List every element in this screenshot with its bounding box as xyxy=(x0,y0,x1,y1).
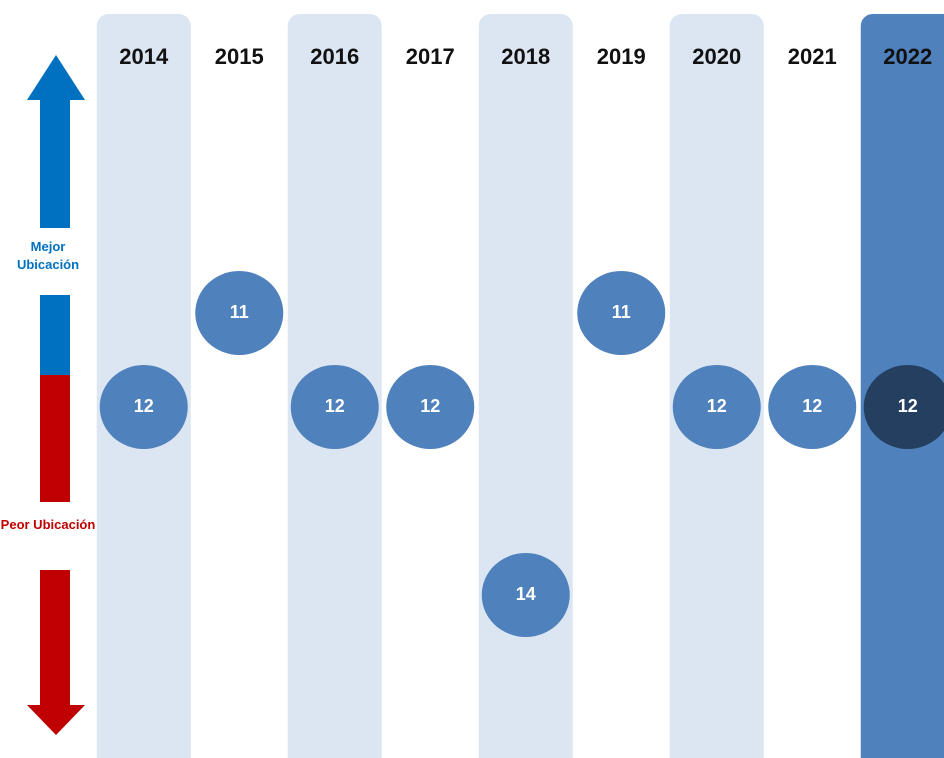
x-tick-label: 2021 xyxy=(788,44,837,69)
rank-label: 12 xyxy=(420,396,440,416)
x-tick-label: 2017 xyxy=(406,44,455,69)
better-label: Mejor Ubicación xyxy=(0,238,96,274)
rank-label: 12 xyxy=(325,396,345,416)
rank-dot xyxy=(195,271,284,355)
rank-label: 11 xyxy=(230,302,249,322)
rank-dot xyxy=(768,365,857,449)
x-tick-label: 2015 xyxy=(215,44,264,69)
rank-label: 12 xyxy=(802,396,822,416)
better-bar xyxy=(40,295,70,375)
x-tick-label: 2018 xyxy=(501,44,550,69)
rank-label: 14 xyxy=(516,584,536,604)
rank-dot xyxy=(577,271,666,355)
x-tick-label: 2020 xyxy=(692,44,741,69)
rank-dot xyxy=(290,365,379,449)
x-tick-label: 2019 xyxy=(597,44,646,69)
rank-dot xyxy=(481,553,570,637)
rank-dot xyxy=(672,365,761,449)
rank-label: 12 xyxy=(134,396,154,416)
rank-dot xyxy=(863,365,944,449)
worse-bar xyxy=(40,375,70,502)
rank-label: 11 xyxy=(612,302,631,322)
rank-dot xyxy=(99,365,188,449)
rank-label: 12 xyxy=(898,396,918,416)
rank-dot xyxy=(386,365,475,449)
worse-arrow xyxy=(27,570,85,735)
better-arrow xyxy=(27,55,85,228)
rank-label: 12 xyxy=(707,396,727,416)
x-tick-label: 2014 xyxy=(119,44,169,69)
band xyxy=(478,14,573,758)
worse-label: Peor Ubicación xyxy=(0,516,96,534)
x-tick-label: 2022 xyxy=(883,44,932,69)
x-tick-label: 2016 xyxy=(310,44,359,69)
